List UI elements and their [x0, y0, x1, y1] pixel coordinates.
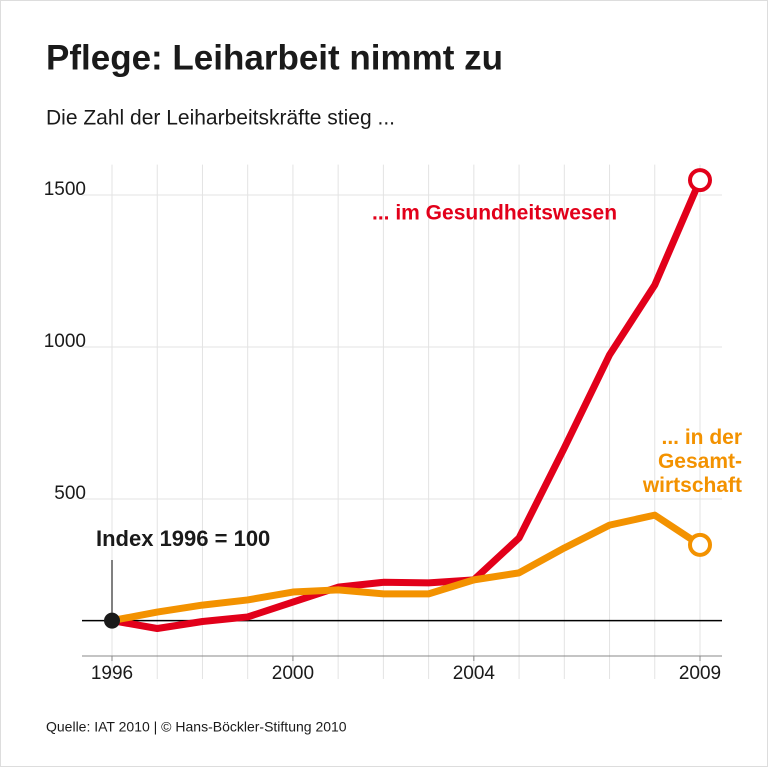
y-tick-label: 1500 [44, 179, 86, 200]
source: Quelle: IAT 2010 | © Hans-Böckler-Stiftu… [46, 719, 347, 735]
y-tick-label: 1000 [44, 331, 86, 352]
x-tick-label: 1996 [91, 663, 133, 684]
chart-title: Pflege: Leiharbeit nimmt zu [46, 38, 503, 77]
y-tick-label: 500 [54, 483, 86, 504]
series-line [111, 178, 704, 633]
x-tick-label: 2000 [272, 663, 314, 684]
chart-subtitle: Die Zahl der Leiharbeitskräfte stieg ... [46, 107, 395, 130]
x-tick-label: 2004 [453, 663, 496, 684]
legend-label: ... im Gesundheitswesen [372, 202, 617, 225]
end-marker [688, 168, 712, 193]
baseline-label: Index 1996 = 100 [96, 526, 270, 551]
end-marker [688, 532, 712, 557]
series-line [111, 511, 702, 625]
x-tick-label: 2009 [679, 663, 721, 684]
origin-dot [104, 612, 120, 629]
legend-label: ... in der Gesamt-wirtschaft [642, 426, 742, 497]
